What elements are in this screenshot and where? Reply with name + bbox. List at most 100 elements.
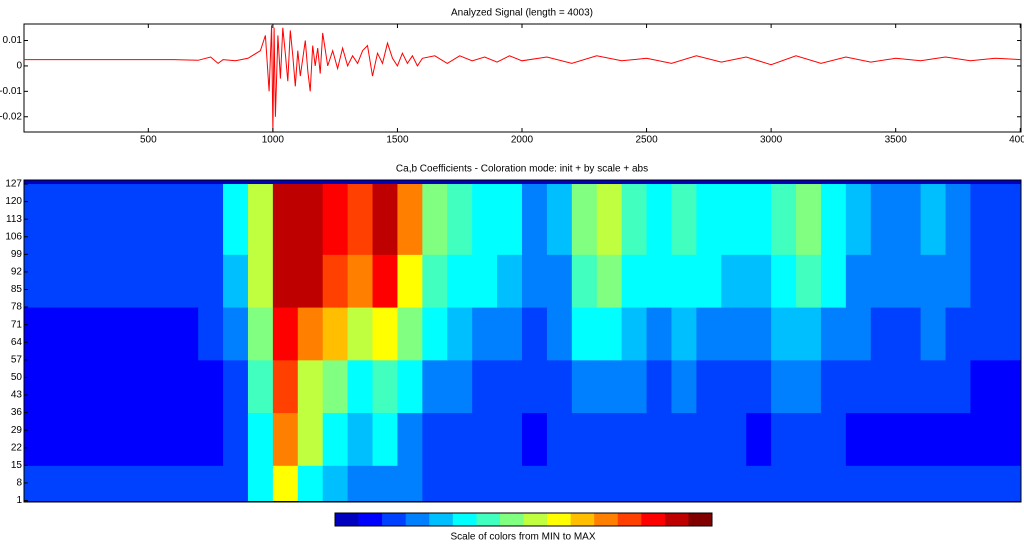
heat-cell — [372, 307, 398, 361]
heat-cell — [347, 307, 374, 361]
heat-cell — [347, 412, 374, 466]
heat-cell — [173, 412, 199, 466]
heat-cell — [123, 254, 149, 308]
heat-cell — [671, 184, 697, 255]
heat-cell — [845, 254, 872, 308]
heat-cell — [73, 254, 99, 308]
heat-cell — [198, 254, 224, 308]
x-tick-label: 3000 — [760, 135, 783, 146]
x-tick-label: 4000 — [1009, 135, 1024, 146]
heat-cell — [671, 254, 697, 308]
colorbar-cell — [335, 513, 359, 526]
heat-cell — [472, 359, 498, 414]
heat-cell — [596, 465, 623, 501]
heat-cell — [148, 184, 174, 255]
heat-cell — [820, 465, 847, 501]
heat-cell — [123, 307, 149, 361]
heat-cell — [796, 254, 822, 308]
heat-cell — [746, 254, 772, 308]
heat-cell — [422, 307, 448, 361]
heat-cell — [397, 465, 423, 501]
heat-cell — [48, 184, 75, 255]
heat-cell — [796, 465, 822, 501]
heat-cell — [920, 359, 947, 414]
heat-cell — [995, 465, 1021, 501]
heat-cell — [522, 307, 548, 361]
heat-cell — [198, 359, 224, 414]
heat-cell — [696, 254, 722, 308]
colorbar-cell — [405, 513, 430, 526]
heat-cell — [123, 359, 149, 414]
colorbar-cell — [429, 513, 454, 526]
heat-cell — [546, 307, 573, 361]
heat-cell — [895, 359, 922, 414]
heat-cell — [571, 184, 598, 255]
heat-cell — [247, 465, 274, 501]
heat-cell — [48, 412, 75, 466]
heat-cell — [73, 184, 99, 255]
y-tick-label: 106 — [5, 231, 22, 242]
y-tick-label: 71 — [11, 319, 23, 330]
heat-cell — [497, 465, 523, 501]
heat-cell — [73, 465, 99, 501]
heat-cell — [870, 412, 897, 466]
heat-cell — [995, 359, 1021, 414]
heat-cell — [73, 307, 99, 361]
heat-cell — [223, 254, 249, 308]
heat-cell — [422, 412, 448, 466]
x-tick-label: 1000 — [262, 135, 285, 146]
y-tick-label: 99 — [11, 249, 23, 260]
heat-cell — [223, 359, 249, 414]
colorbar-cell — [594, 513, 619, 526]
heat-cell — [123, 465, 149, 501]
heat-cell — [522, 412, 548, 466]
heat-cell — [347, 254, 374, 308]
heat-cell — [48, 359, 75, 414]
colorbar-cell — [664, 513, 689, 526]
heat-cell — [920, 307, 947, 361]
y-tick-label: 64 — [11, 337, 23, 348]
heat-cell — [895, 184, 922, 255]
heat-cell — [771, 465, 797, 501]
heat-cell — [820, 184, 847, 255]
heat-cell — [173, 254, 199, 308]
heat-cell — [372, 359, 398, 414]
heat-cell — [98, 184, 124, 255]
heat-cell — [820, 307, 847, 361]
heat-cell — [98, 359, 124, 414]
heat-cell — [148, 254, 174, 308]
heat-cell — [24, 254, 50, 308]
heat-cell — [522, 465, 548, 501]
heat-cell — [945, 184, 971, 255]
heat-cell — [820, 359, 847, 414]
y-tick-label: 85 — [11, 284, 23, 295]
heat-cell — [297, 307, 324, 361]
heat-cell — [447, 184, 473, 255]
heat-cell — [646, 184, 672, 255]
y-tick-label: 36 — [11, 407, 23, 418]
heat-cell — [571, 412, 598, 466]
heat-cell — [546, 412, 573, 466]
heat-cell — [123, 184, 149, 255]
heat-cell — [970, 254, 996, 308]
heat-cell — [98, 412, 124, 466]
heat-cell — [322, 254, 349, 308]
heat-cell — [347, 359, 374, 414]
heat-cell — [223, 412, 249, 466]
heat-cell — [596, 307, 623, 361]
x-tick-label: 3500 — [885, 135, 908, 146]
heat-cell — [372, 412, 398, 466]
heat-cell — [796, 307, 822, 361]
y-tick-label: 120 — [5, 196, 22, 207]
heat-cell — [497, 412, 523, 466]
heat-cell — [272, 184, 299, 255]
heat-cell — [696, 465, 722, 501]
heat-cell — [596, 359, 623, 414]
y-tick-label: 8 — [16, 478, 22, 489]
heat-cell — [347, 465, 374, 501]
heat-cell — [746, 359, 772, 414]
heat-cell — [198, 465, 224, 501]
x-tick-label: 1500 — [386, 135, 409, 146]
heat-cell — [198, 184, 224, 255]
heat-cell — [397, 307, 423, 361]
